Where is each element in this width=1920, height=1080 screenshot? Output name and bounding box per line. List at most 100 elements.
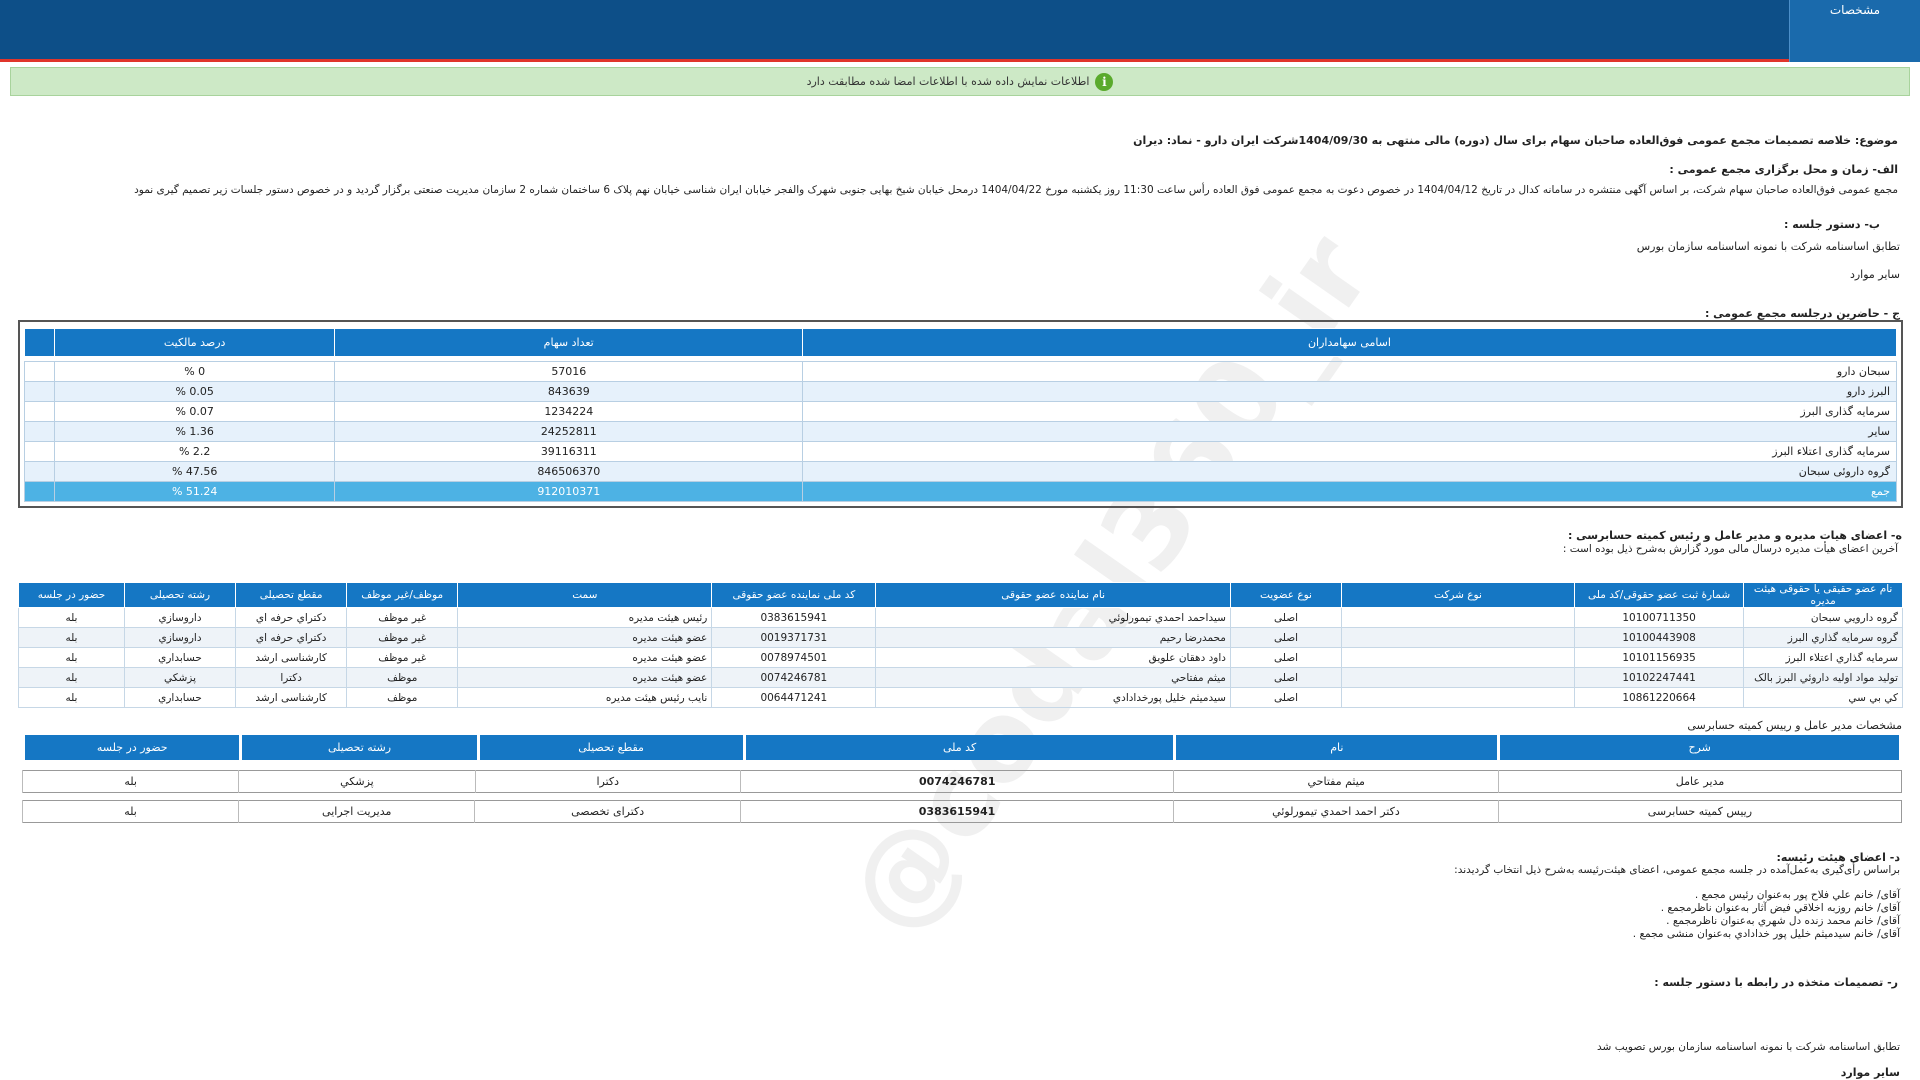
manager-cell: دکتر احمد احمدي تیمورلوئي (1173, 800, 1499, 823)
manager-col-header: مقطع تحصیلی (479, 735, 743, 760)
shareholder-row: سرمایه گذاری اعتلاء البرز 39116311 2.2 % (24, 441, 1897, 462)
ownership-percent: 47.56 % (53, 461, 336, 482)
shareholder-name: سایر (802, 421, 1897, 442)
shareholder-name: سرمایه گذاری اعتلاء البرز (802, 441, 1897, 462)
board-cell: حسابداري (123, 647, 237, 668)
section-mgr-title: مشخصات مدیر عامل و رییس کمیته حسابرسی (1687, 719, 1902, 732)
manager-table-header: شرح نام کد ملی مقطع تحصیلی رشته تحصیلی حضور د… (22, 735, 1902, 760)
board-cell: 10102247441 (1573, 667, 1745, 688)
board-cell: اصلی (1229, 687, 1343, 708)
board-cell: 10100711350 (1573, 607, 1745, 628)
shareholder-row: گروه داروئی سبحان 846506370 47.56 % (24, 461, 1897, 482)
board-cell: 10100443908 (1573, 627, 1745, 648)
board-col-header: سمت (457, 582, 713, 608)
board-cell: اصلی (1229, 607, 1343, 628)
manager-col-header: حضور در جلسه (25, 735, 240, 760)
shareholder-name: جمع (802, 481, 1897, 502)
shareholder-row: البرز دارو 843639 0.05 % (24, 381, 1897, 402)
section-e-intro: براساس رأی‌گیری به‌عمل‌آمده در جلسه مجمع… (1454, 864, 1900, 876)
board-cell: رئیس هیئت مدیره (457, 607, 713, 628)
col-share-count: تعداد سهام (334, 328, 803, 357)
share-count: 39116311 (334, 441, 804, 462)
board-cell: محمدرضا رحیم (875, 627, 1231, 648)
board-cell: غیر موظف (346, 647, 459, 668)
info-icon: i (1095, 72, 1114, 91)
board-cell: عضو هیئت مدیره (457, 667, 713, 688)
board-cell (1341, 607, 1575, 628)
board-cell: بله (18, 667, 125, 688)
board-member-row: کي بي سي 10861220664 اصلی سیدمیثم خلیل پورخ… (18, 687, 1903, 708)
board-col-header: حضور در جلسه (18, 582, 125, 608)
board-col-header: موظف/غیر موظف (346, 582, 459, 608)
board-member-row: گروه دارويي سبحان 10100711350 اصلی سیداحمد … (18, 607, 1903, 628)
section-b-title: ب- دستور جلسه : (1784, 218, 1880, 231)
board-cell: نایب رئیس هیئت مدیره (457, 687, 713, 708)
ownership-percent: 0.05 % (53, 381, 336, 402)
agenda-item-2: سایر موارد (1849, 268, 1900, 281)
board-cell: کارشناسی ارشد (235, 647, 348, 668)
board-cell: موظف (346, 687, 459, 708)
board-cell: غیر موظف (346, 627, 459, 648)
presiding-board-list: آقای/ خانم علي فلاح پور به‌عنوان رئیس مج… (20, 889, 1900, 941)
share-count: 843639 (334, 381, 804, 402)
presiding-member-4: آقای/ خانم سيدميثم خليل پور خدادادي به‌ع… (1632, 928, 1900, 940)
board-cell: بله (18, 607, 125, 628)
share-count: 24252811 (334, 421, 804, 442)
shareholders-header: اسامی سهامداران تعداد سهام درصد مالکیت (24, 328, 1898, 357)
section-d-subtitle: آخرین اعضای هیأت مدیره درسال مالی مورد گ… (1562, 543, 1898, 555)
ownership-percent: 0.07 % (53, 401, 336, 422)
board-cell: گروه دارويي سبحان (1743, 607, 1903, 628)
board-cell (1341, 647, 1575, 668)
board-cell (1341, 627, 1575, 648)
ownership-percent: 51.24 % (53, 481, 336, 502)
presiding-member-3: آقای/ خانم محمد زنده دل شهري به‌عنوان نا… (1666, 915, 1900, 927)
share-count: 912010371 (334, 481, 804, 502)
tab-specifications[interactable]: مشخصات (1789, 0, 1920, 62)
board-col-header: شمارۀ ثبت عضو حقوقی/کد ملی (1573, 582, 1745, 608)
board-cell: سرمايه گذاري اعتلاء البرز (1743, 647, 1903, 668)
section-a-text: مجمع عمومی فوق‌العاده صاحبان سهام شرکت، … (134, 184, 1898, 196)
ownership-percent: 2.2 % (53, 441, 336, 462)
board-cell: بله (18, 687, 125, 708)
section-f-last-title: سایر موارد (1840, 1066, 1900, 1079)
board-cell: داروسازي (123, 627, 237, 648)
board-cell: اصلی (1229, 667, 1343, 688)
shareholder-name: سبحان دارو (802, 361, 1897, 382)
manager-col-header: شرح (1500, 735, 1899, 760)
board-cell: گروه سرمايه گذاري البرز (1743, 627, 1903, 648)
board-col-header: نوع عضویت (1229, 582, 1343, 608)
board-col-header: نام عضو حقیقی یا حقوقی هیئت مدیره (1743, 582, 1903, 608)
board-cell: دکتراي حرفه اي (235, 627, 348, 648)
board-cell: داروسازي (123, 607, 237, 628)
shareholder-name: گروه داروئی سبحان (802, 461, 1897, 482)
section-f-title: ر- تصمیمات متخذه در رابطه با دستور جلسه … (1654, 976, 1898, 989)
section-a-title: الف- زمان و محل برگزاری مجمع عمومی : (1669, 163, 1898, 176)
board-cell: کارشناسی ارشد (235, 687, 348, 708)
manager-cell: مدیر عامل (1498, 770, 1902, 793)
board-member-row: توليد مواد اوليه داروئي البرز بالک 101022… (18, 667, 1903, 688)
board-cell: توليد مواد اوليه داروئي البرز بالک (1743, 667, 1903, 688)
shareholder-name: سرمایه گذاری البرز (802, 401, 1897, 422)
board-cell (1341, 687, 1575, 708)
board-cell: سیدمیثم خلیل پورخدادادي (875, 687, 1231, 708)
top-bar: مشخصات (0, 0, 1920, 62)
section-c-title: ج - حاضرین درجلسه مجمع عمومی : (1704, 307, 1900, 320)
manager-row-ceo: مدیر عامل میثم مفتاحي 0074246781 دکترا پزشکي… (21, 770, 1902, 793)
shareholders-body: سبحان دارو 57016 0 % البرز دارو 843639 0.05 %… (24, 361, 1897, 502)
manager-cell: دکترای تخصصی (474, 800, 741, 823)
manager-col-header: رشته تحصیلی (242, 735, 477, 760)
subject-line: موضوع: خلاصه تصمیمات مجمع عمومی فوق‌العا… (1133, 134, 1898, 147)
manager-col-header: نام (1176, 735, 1498, 760)
board-cell: سیداحمد احمدي تیمورلوئي (875, 607, 1231, 628)
board-members-table: نام عضو حقیقی یا حقوقی هیئت مدیره شمارۀ ث… (18, 582, 1903, 708)
board-cell: اصلی (1229, 647, 1343, 668)
shareholder-name: البرز دارو (802, 381, 1897, 402)
col-shareholder-name: اسامی سهامداران (801, 328, 1898, 357)
section-d-title: ه- اعضای هیات مدیره و مدیر عامل و رئیس ک… (1567, 529, 1902, 542)
manager-cell: 0074246781 (740, 770, 1174, 793)
agenda-item-1: تطابق اساسنامه شرکت با نمونه اساسنامه سا… (1636, 240, 1900, 253)
board-cell: داود دهقان علويق (875, 647, 1231, 668)
section-f-text: تطابق اساسنامه شرکت با نمونه اساسنامه سا… (1597, 1041, 1900, 1053)
shareholder-row: سایر 24252811 1.36 % (24, 421, 1897, 442)
manager-cell: بله (21, 770, 239, 793)
